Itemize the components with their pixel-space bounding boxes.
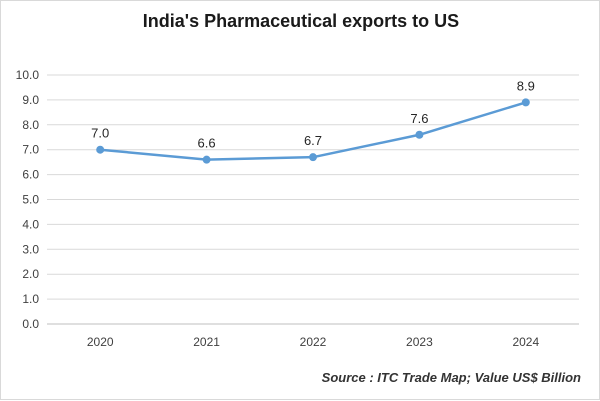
source-note: Source : ITC Trade Map; Value US$ Billio… [321,370,581,385]
data-label: 8.9 [517,78,535,93]
y-tick-label: 2.0 [22,267,39,281]
data-point [96,145,105,154]
y-tick-label: 8.0 [22,118,39,132]
x-tick-label: 2022 [300,335,327,349]
data-label: 6.6 [198,136,216,151]
data-point [415,130,424,139]
series-line [100,101,527,161]
x-tick-label: 2021 [193,335,220,349]
x-tick-label: 2020 [87,335,114,349]
x-tick-label: 2023 [406,335,433,349]
data-label: 7.6 [410,111,428,126]
y-tick-label: 9.0 [22,93,39,107]
y-tick-label: 5.0 [22,193,39,207]
y-tick-label: 10.0 [16,68,40,82]
data-label: 7.0 [91,126,109,141]
data-label: 6.7 [304,133,322,148]
y-tick-label: 7.0 [22,143,39,157]
data-point [202,155,211,164]
data-point [521,98,530,107]
y-tick-label: 3.0 [22,242,39,256]
y-tick-label: 4.0 [22,217,39,231]
y-tick-label: 1.0 [22,292,39,306]
y-tick-label: 0.0 [22,317,39,331]
data-point [309,153,317,162]
y-tick-label: 6.0 [22,168,39,182]
x-tick-label: 2024 [512,335,539,349]
chart-title: India's Pharmaceutical exports to US [142,11,460,31]
